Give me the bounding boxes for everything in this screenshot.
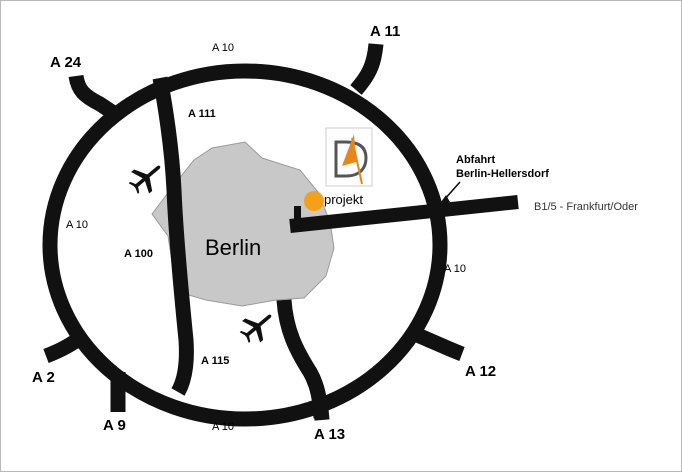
ring-label-left: A 10 [66, 219, 88, 231]
inner-road-label-a111: A 111 [188, 108, 216, 120]
airplane-icon [239, 314, 272, 343]
road-label-b1-5: B1/5 - Frankfurt/Oder [534, 201, 638, 213]
logo-word: projekt [324, 192, 363, 207]
exit-note-line2: Berlin-Hellersdorf [456, 168, 549, 180]
exit-note-line1: Abfahrt [456, 154, 495, 166]
airplane-icon [128, 165, 161, 194]
logo-accent-line [351, 137, 363, 185]
a10-ring-road [42, 63, 448, 427]
a12-exit-road [407, 325, 465, 362]
exit-label-a24: A 24 [50, 54, 82, 71]
a24-exit-road [68, 74, 117, 119]
b1-5-road [289, 195, 519, 233]
city-label: Berlin [205, 235, 261, 260]
inner-road-label-a100: A 100 [124, 248, 153, 260]
inner-road-label-a115: A 115 [201, 355, 229, 367]
exit-label-a11: A 11 [370, 23, 400, 40]
exit-label-a13: A 13 [314, 426, 345, 443]
exit-label-a9: A 9 [103, 417, 126, 434]
berlin-city-area [151, 141, 335, 307]
a13-exit-road [312, 397, 330, 421]
exit-label-a12: A 12 [465, 363, 496, 380]
ring-label-right: A 10 [444, 263, 466, 275]
ring-label-top: A 10 [212, 42, 234, 54]
a100-inner-road [152, 76, 194, 396]
dp-projekt-logo: projekt [324, 127, 373, 207]
exit-arrow-head [439, 195, 450, 205]
a2-exit-road [43, 327, 91, 364]
a11-exit-road [350, 43, 384, 95]
ring-label-bottom: A 10 [212, 421, 234, 433]
location-marker-icon [304, 191, 324, 211]
exit-label-a2: A 2 [32, 369, 55, 386]
b1-5-road-stub [294, 206, 301, 220]
